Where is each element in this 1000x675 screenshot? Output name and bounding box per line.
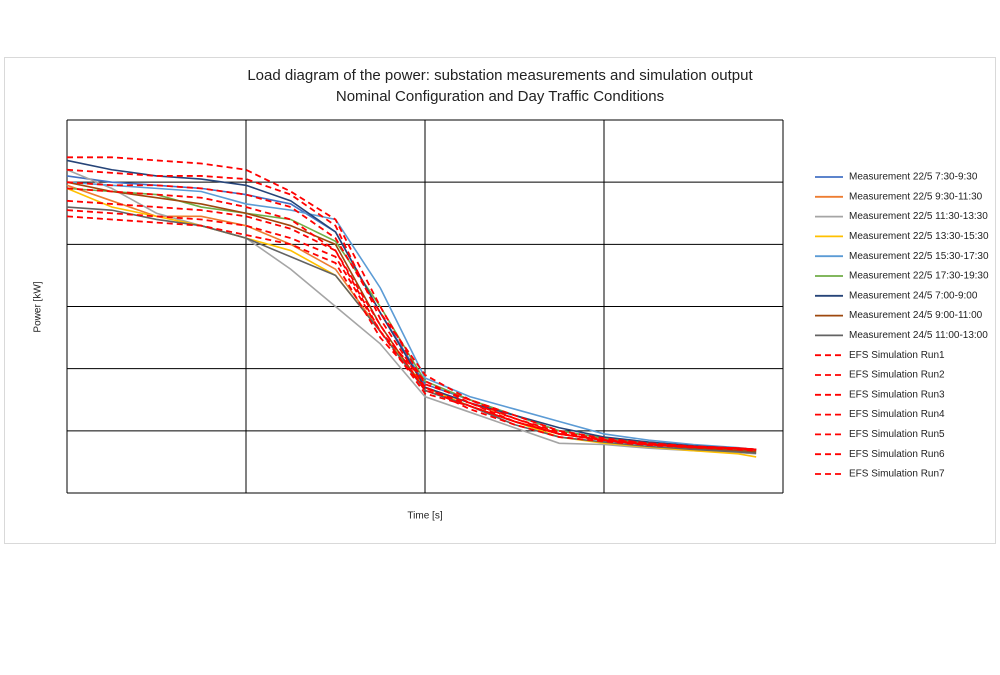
legend-label: EFS Simulation Run2 [849, 370, 945, 381]
chart-subtitle: Nominal Configuration and Day Traffic Co… [336, 88, 664, 105]
series-line [66, 199, 757, 452]
legend-label: EFS Simulation Run6 [849, 449, 945, 460]
legend-label: EFS Simulation Run7 [849, 469, 945, 480]
series-line [66, 187, 757, 451]
legend-label: Measurement 22/5 7:30-9:30 [849, 172, 978, 183]
series-line [66, 159, 757, 451]
series-line [66, 206, 757, 455]
x-axis-label: Time [s] [407, 511, 442, 522]
legend-label: Measurement 22/5 17:30-19:30 [849, 271, 989, 282]
legend-label: EFS Simulation Run3 [849, 389, 945, 400]
y-axis-label: Power [kW] [33, 281, 44, 332]
legend-label: Measurement 22/5 9:30-11:30 [849, 191, 983, 202]
chart-frame [4, 57, 996, 544]
legend-label: EFS Simulation Run1 [849, 350, 945, 361]
legend-label: Measurement 24/5 11:00-13:00 [849, 330, 988, 341]
series-line [66, 184, 757, 453]
series-line [66, 168, 757, 455]
legend-label: Measurement 22/5 15:30-17:30 [849, 251, 989, 262]
series-line [66, 181, 757, 451]
series-line [66, 209, 757, 451]
legend-label: Measurement 22/5 11:30-13:30 [849, 211, 988, 222]
legend-label: Measurement 24/5 9:00-11:00 [849, 310, 983, 321]
legend-label: EFS Simulation Run5 [849, 429, 945, 440]
legend-label: EFS Simulation Run4 [849, 409, 945, 420]
legend-label: Measurement 22/5 13:30-15:30 [849, 231, 989, 242]
series-line [67, 156, 757, 451]
legend-label: Measurement 24/5 7:00-9:00 [849, 290, 978, 301]
series-line [66, 181, 757, 451]
series-line [66, 215, 757, 452]
series-line [66, 187, 757, 452]
series-line [66, 168, 757, 451]
chart-title: Load diagram of the power: substation me… [247, 67, 753, 84]
series-line [66, 187, 757, 458]
